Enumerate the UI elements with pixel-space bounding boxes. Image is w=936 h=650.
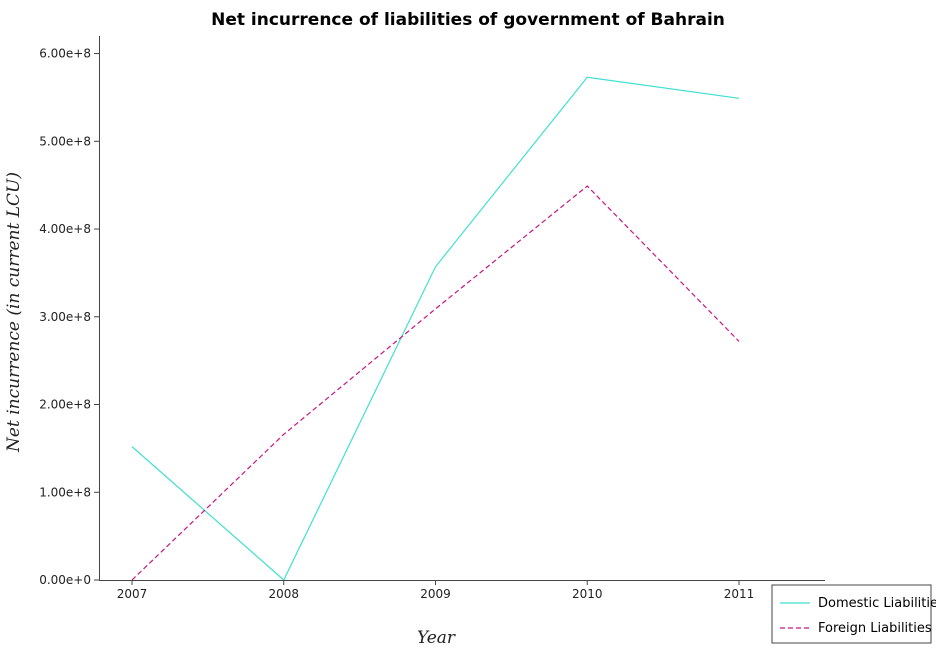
legend-label-foreign: Foreign Liabilities	[818, 621, 932, 636]
chart-title: Net incurrence of liabilities of governm…	[211, 10, 725, 30]
axes	[99, 36, 825, 581]
y-tick-label: 0.00e+0	[39, 573, 91, 587]
legend: Domestic Liabilities Foreign Liabilities	[771, 584, 936, 644]
x-axis-label: Year	[417, 628, 456, 648]
y-tick-label: 3.00e+8	[39, 310, 91, 324]
y-tick-label: 5.00e+8	[39, 134, 91, 148]
x-tick-label: 2009	[420, 587, 451, 601]
x-ticks: 2007 2008 2009 2010 2011	[117, 580, 755, 601]
y-axis-label: Net incurrence (in current LCU)	[4, 172, 24, 453]
y-tick-label: 2.00e+8	[39, 398, 91, 412]
series-layer	[131, 76, 740, 581]
y-tick-label: 4.00e+8	[39, 222, 91, 236]
legend-label-domestic: Domestic Liabilities	[818, 596, 936, 611]
series-line-0	[131, 76, 740, 581]
x-tick-label: 2010	[572, 587, 603, 601]
x-tick-label: 2011	[724, 587, 755, 601]
plot-area	[99, 36, 825, 580]
legend-box	[771, 584, 932, 644]
y-ticks: 0.00e+0 1.00e+8 2.00e+8 3.00e+8 4.00e+8 5.00e…	[39, 47, 99, 587]
x-tick-label: 2007	[117, 587, 148, 601]
y-tick-label: 1.00e+8	[39, 485, 91, 499]
series-line-1	[131, 185, 740, 581]
x-tick-label: 2008	[268, 587, 299, 601]
y-tick-label: 6.00e+8	[39, 47, 91, 61]
